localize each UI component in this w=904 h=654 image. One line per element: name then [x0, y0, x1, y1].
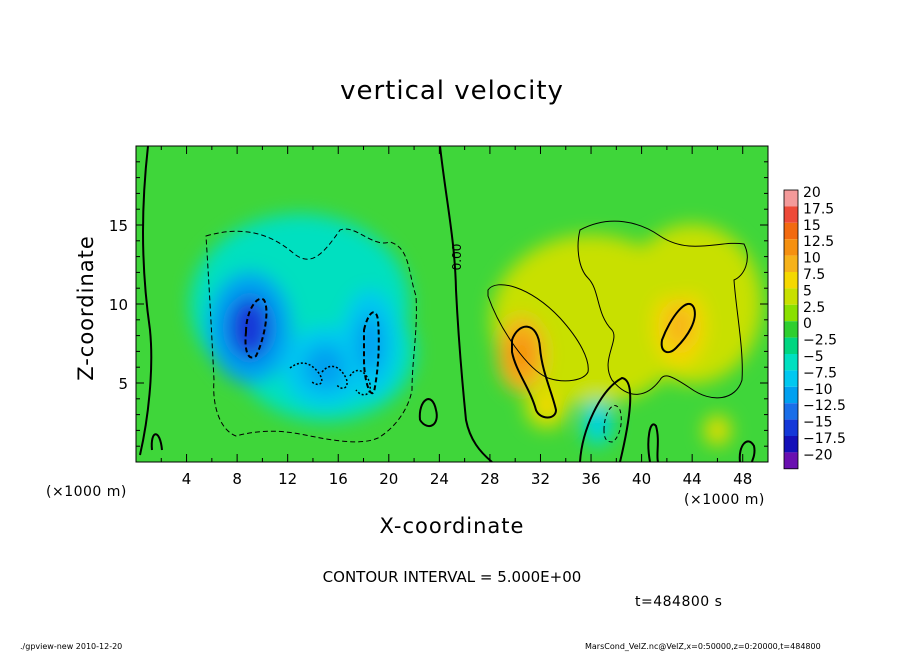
y-tick-label: 15	[109, 217, 128, 235]
colorbar-frame	[783, 189, 799, 470]
colorbar-swatch	[784, 321, 798, 338]
colorbar-swatch	[784, 206, 798, 223]
negative-contour	[244, 297, 268, 359]
colorbar-swatch	[784, 419, 798, 436]
colorbar-swatch	[784, 337, 798, 354]
x-tick-label: 8	[232, 470, 242, 488]
contour-lines	[139, 146, 756, 462]
x-tick-label: 24	[430, 470, 449, 488]
contour-interval-text: CONTOUR INTERVAL = 5.000E+00	[322, 568, 582, 586]
colorbar-label: 20	[803, 185, 821, 201]
field-core-updraft-east-low	[710, 421, 725, 440]
negative-contour	[363, 311, 380, 395]
colorbar-swatch	[784, 255, 798, 272]
x-tick-label: 4	[182, 470, 192, 488]
zero-contour-line	[418, 398, 438, 428]
colorbar-label: 7.5	[803, 267, 825, 283]
colorbar-label: −12.5	[803, 398, 846, 414]
colorbar-swatch	[784, 288, 798, 305]
positive-contour	[487, 284, 589, 382]
negative-contour	[205, 228, 417, 443]
colorbar-swatch	[784, 239, 798, 256]
x-tick-label: 16	[329, 470, 348, 488]
x-axis: 4 8 12 16 20 24 28 32 36 40 44 48	[160, 146, 752, 488]
y-axis-label: Z-coordinate	[74, 235, 98, 381]
x-tick-label: 32	[531, 470, 550, 488]
x-tick-label: 48	[733, 470, 752, 488]
zero-contour-line	[579, 376, 632, 462]
positive-contour	[577, 220, 748, 399]
colorbar-label: 5	[803, 283, 812, 299]
colorbar-swatch	[784, 222, 798, 240]
positive-contour	[660, 302, 696, 354]
x-tick-label: 36	[581, 470, 600, 488]
footer-program: ./gpview-new 2010-12-20	[20, 642, 123, 651]
zero-contour-line	[738, 440, 756, 462]
colorbar-label: 10	[803, 251, 821, 267]
colorbar-swatch	[784, 272, 798, 289]
y-axis: 5 10 15	[109, 161, 768, 447]
field-core-downdraft-lower	[589, 409, 606, 436]
x-tick-label: 40	[632, 470, 651, 488]
colorbar-label: 0	[803, 316, 812, 332]
colorbar-swatch	[784, 190, 798, 207]
zero-contour-line	[139, 146, 153, 456]
colorbar-label: −2.5	[803, 333, 837, 349]
colorbar-label: −5	[803, 349, 824, 365]
y-unit-label: (×1000 m)	[46, 484, 127, 500]
colorbar: 2017.51512.5107.552.50−2.5−5−7.5−10−12.5…	[783, 185, 846, 470]
field-core-downdraft-mid	[303, 345, 348, 390]
colorbar-label: 2.5	[803, 300, 825, 316]
field-core-downdraft-right	[355, 313, 384, 374]
colorbar-swatch	[784, 436, 798, 453]
x-unit-label: (×1000 m)	[684, 492, 765, 508]
colorbar-label: 12.5	[803, 234, 834, 250]
colorbar-label: −17.5	[803, 431, 846, 447]
x-tick-label: 12	[278, 470, 297, 488]
colorbar-label: −10	[803, 382, 833, 398]
negative-contour-cluster	[289, 362, 371, 396]
colorbar-swatch	[784, 354, 798, 371]
colorbar-label: −7.5	[803, 365, 837, 381]
colorbar-label: −20	[803, 447, 833, 463]
y-tick-label: 10	[109, 296, 128, 314]
x-tick-label: 20	[379, 470, 398, 488]
contour-label: 0.00	[450, 244, 464, 271]
zero-contour-line	[647, 423, 659, 462]
zero-contour-line	[150, 433, 163, 451]
velocity-field	[136, 146, 768, 462]
field-core-downdraft-west	[228, 296, 271, 359]
colorbar-swatch	[784, 386, 798, 404]
colorbar-label: 15	[803, 218, 821, 234]
footer-source: MarsCond_VelZ.nc@VelZ,x=0:50000,z=0:2000…	[585, 642, 821, 651]
colorbar-label: 17.5	[803, 201, 834, 217]
colorbar-label: −15	[803, 415, 833, 431]
colorbar-swatch	[784, 370, 798, 387]
x-tick-label: 28	[480, 470, 499, 488]
positive-contour	[511, 325, 558, 419]
y-tick-label: 5	[118, 375, 128, 393]
x-axis-label: X-coordinate	[379, 514, 525, 538]
colorbar-swatch	[784, 403, 798, 420]
field-core-updraft-east-band	[641, 258, 692, 287]
colorbar-swatch	[784, 304, 798, 322]
colorbar-swatch	[784, 452, 798, 469]
time-stamp: t=484800 s	[635, 594, 723, 610]
zero-contour-line	[439, 146, 493, 462]
x-tick-label: 44	[683, 470, 702, 488]
negative-contour	[603, 405, 622, 443]
chart-title: vertical velocity	[340, 76, 564, 106]
